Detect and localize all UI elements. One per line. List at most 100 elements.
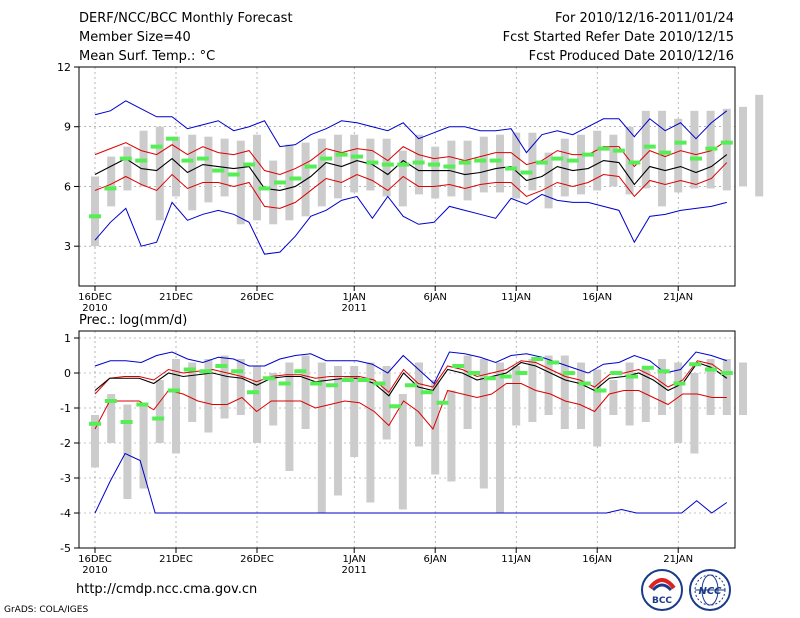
chart2-spread-box [269, 373, 278, 426]
chart1-mean-marker [320, 156, 333, 161]
chart1-mean-marker [428, 162, 441, 167]
chart2-outer-lower-line [94, 452, 728, 514]
variable-label: Mean Surf. Temp.: °C [79, 49, 216, 64]
chart2-mean-marker [705, 367, 718, 372]
chart1-spread-box [593, 130, 602, 191]
chart1-spread-box [512, 132, 521, 199]
chart2-mean-marker [294, 369, 307, 374]
chart1-inner-lower-line [94, 162, 728, 209]
chart2-mean-marker [167, 388, 180, 393]
chart2-spread-box [674, 362, 683, 443]
chart1-mean-marker [166, 136, 179, 141]
chart2-mean-marker [594, 388, 607, 393]
chart2-mean-marker [515, 371, 528, 375]
chart2-xtick-year-label: 2011 [341, 565, 366, 576]
chart2-mean-marker [578, 381, 591, 386]
chart1-ytick-label: 3 [64, 240, 71, 253]
chart1-spread-box [123, 146, 132, 191]
ncc-logo-text: NCC [698, 586, 722, 597]
chart1-spread-box [641, 110, 650, 189]
chart2-mean-marker [89, 421, 101, 426]
chart1-mean-marker [304, 164, 317, 169]
chart2-mean-marker [452, 364, 465, 368]
chart2-spread-box [625, 362, 634, 426]
chart2-spread-box [706, 359, 715, 415]
chart2-mean-marker [310, 381, 323, 386]
chart2-mean-marker [104, 399, 117, 403]
chart2-spread-box [739, 362, 747, 415]
chart2-spread-box [415, 362, 423, 447]
chart2-ytick-label: -2 [60, 437, 71, 450]
chart2-spread-box [398, 394, 407, 510]
chart2-mean-marker [720, 371, 733, 375]
chart2-mean-marker [657, 369, 670, 374]
chart2-spread-box [512, 366, 521, 426]
chart1-mean-marker [458, 160, 471, 165]
chart2-mean-marker [673, 381, 686, 386]
chart1-mean-marker [196, 156, 209, 161]
chart2-spread-box [366, 362, 375, 503]
chart1-spread-box [236, 140, 245, 225]
chart2-spread-box [317, 362, 326, 513]
produced-date: Fcst Produced Date 2010/12/16 [528, 49, 734, 64]
chart2-mean-marker [199, 369, 212, 374]
chart1-xtick-year-label: 2011 [341, 303, 366, 314]
chart2-ytick-label: -5 [60, 542, 71, 555]
chart2-mean-marker [483, 376, 496, 381]
chart2-ytick-label: -3 [60, 472, 71, 485]
chart2-mean-marker [641, 365, 654, 370]
chart2-spread-box [123, 404, 132, 499]
chart2-xtick-label: 16JAN [582, 554, 612, 565]
chart1-outer-lower-line [94, 193, 727, 255]
chart1-mean-marker [150, 144, 163, 149]
chart1-mean-marker [397, 162, 410, 167]
ncc-logo-icon: NCC [689, 569, 731, 611]
chart2-mean-marker [231, 369, 244, 374]
chart1-mean-marker [89, 214, 101, 219]
chart1-mean-marker [381, 162, 394, 167]
chart2-xtick-label: 21JAN [663, 554, 693, 565]
chart2-spread-box [188, 362, 197, 422]
chart1-spread-box [204, 136, 213, 203]
chart2-xtick-label: 11JAN [501, 554, 531, 565]
chart1-spread-box [544, 152, 553, 209]
chart2-spread-box [285, 362, 294, 471]
chart1-spread-box [188, 134, 197, 211]
chart1-spread-box [609, 134, 618, 187]
chart2-spread-box [577, 362, 585, 429]
chart1-xtick-label: 1JAN [342, 292, 365, 303]
chart1-spread-box [496, 134, 504, 193]
chart1-spread-box [285, 144, 294, 221]
chart1-mean-marker [119, 156, 132, 161]
chart1-xtick-label: 16JAN [582, 292, 612, 303]
chart1-spread-box [334, 134, 342, 199]
chart2-xtick-label: 6JAN [423, 554, 446, 565]
chart2-mean-marker [136, 402, 149, 407]
chart1-ytick-label: 12 [57, 61, 71, 74]
chart1-spread-box [382, 138, 391, 197]
chart2-mean-marker [547, 360, 560, 365]
chart1-mean-marker [350, 154, 363, 159]
chart2-spread-box [107, 394, 116, 443]
chart1-mean-marker [135, 158, 148, 163]
chart2-mean-marker [373, 381, 386, 386]
chart2-mean-marker [152, 416, 165, 421]
chart2-spread-box [479, 359, 488, 489]
chart1-ytick-label: 6 [64, 180, 71, 193]
chart2-ytick-label: -4 [60, 507, 71, 520]
chart2-spread-box [91, 415, 99, 468]
chart2-spread-box [220, 355, 229, 419]
chart1-mean-marker [520, 170, 533, 175]
footer-url[interactable]: http://cmdp.ncc.cma.gov.cn [76, 582, 258, 597]
chart1-mean-marker [582, 152, 595, 157]
chart2-mean-marker [610, 371, 623, 375]
chart1-mean-marker [489, 158, 502, 163]
chart2-spread-box [447, 390, 456, 482]
chart2-spread-box [722, 359, 731, 415]
chart2-mean-marker [357, 378, 370, 382]
chart2-xtick-label: 21DEC [159, 554, 193, 565]
chart1-mean-marker [366, 160, 379, 165]
chart1-spread-box [560, 138, 569, 197]
chart2-mean-marker [120, 420, 133, 424]
chart1-mean-marker [474, 158, 487, 163]
